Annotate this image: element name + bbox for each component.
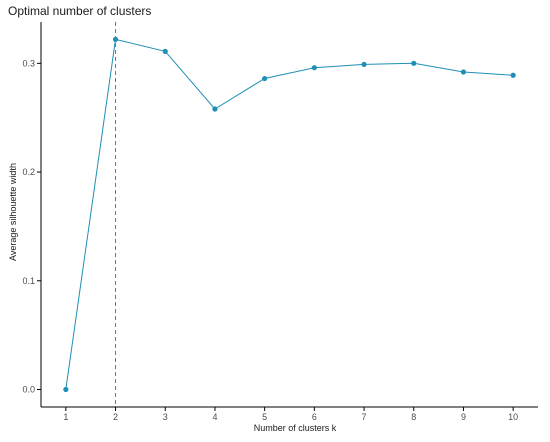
data-point	[63, 386, 69, 393]
x-tick-label: 7	[362, 412, 367, 422]
x-tick-label: 2	[113, 412, 118, 422]
data-point	[162, 48, 168, 54]
x-axis-label: Number of clusters k	[254, 423, 337, 433]
x-tick-label: 10	[508, 412, 518, 422]
data-point	[311, 65, 317, 71]
data-point	[510, 72, 516, 78]
series-line	[65, 38, 514, 390]
x-tick-label: 9	[461, 412, 466, 422]
y-tick-label: 0.2	[22, 167, 35, 177]
chart-title: Optimal number of clusters	[8, 4, 151, 18]
x-tick-label: 6	[312, 412, 317, 422]
y-tick-label: 0.3	[22, 58, 35, 68]
x-tick-label: 4	[212, 412, 217, 422]
x-tick-label: 5	[262, 412, 267, 422]
data-point	[411, 60, 417, 66]
data-point	[212, 106, 218, 112]
x-tick-label: 8	[411, 412, 416, 422]
y-tick-label: 0.1	[22, 276, 35, 286]
data-point	[112, 36, 119, 42]
plot-area: 0.0 0.1 0.2 0.3 1 2 3 4 5 6 7 8 9 10	[22, 22, 538, 422]
x-tick-label: 3	[163, 412, 168, 422]
data-point	[262, 75, 268, 82]
y-axis-label: Average silhouette width	[8, 163, 18, 261]
data-point	[460, 69, 467, 75]
data-point	[361, 61, 367, 68]
x-tick-label: 1	[63, 412, 68, 422]
y-tick-label: 0.0	[22, 384, 35, 394]
